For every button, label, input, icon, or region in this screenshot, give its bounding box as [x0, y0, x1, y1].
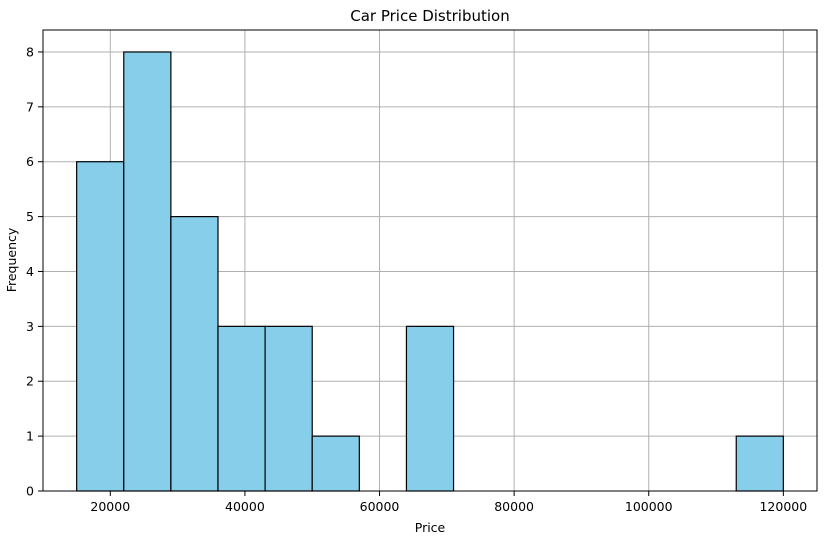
- chart-title: Car Price Distribution: [350, 7, 509, 25]
- histogram-bar: [735, 435, 784, 492]
- y-tick-label: 4: [26, 264, 34, 279]
- x-tick-label: 100000: [625, 499, 673, 514]
- histogram-bar: [76, 161, 125, 492]
- y-tick-label: 3: [26, 319, 34, 334]
- histogram-bar: [311, 435, 360, 492]
- y-tick-label: 2: [26, 374, 34, 389]
- x-tick-label: 60000: [360, 499, 400, 514]
- plot-frame: [42, 29, 818, 492]
- x-tick-label: 20000: [90, 499, 130, 514]
- y-tick-label: 6: [26, 154, 34, 169]
- x-tick-label: 40000: [225, 499, 265, 514]
- x-axis-label: Price: [415, 520, 446, 535]
- histogram-bar: [217, 325, 266, 492]
- histogram-bar: [170, 215, 219, 492]
- ticks-layer: 20000 40000 60000 80000 100000 120000 0 1 2 3 4 5 6 7…: [26, 44, 807, 514]
- y-axis-label: Frequency: [4, 227, 19, 292]
- y-tick-label: 5: [26, 209, 34, 224]
- bars-layer: [76, 51, 784, 492]
- y-tick-label: 8: [26, 44, 34, 59]
- x-tick-label: 120000: [759, 499, 807, 514]
- y-tick-label: 7: [26, 99, 34, 114]
- y-tick-label: 1: [26, 429, 34, 444]
- x-tick-label: 80000: [494, 499, 534, 514]
- histogram-bar: [264, 325, 313, 492]
- histogram-bar: [405, 325, 455, 492]
- y-tick-label: 0: [26, 484, 34, 499]
- histogram-bar: [123, 51, 172, 492]
